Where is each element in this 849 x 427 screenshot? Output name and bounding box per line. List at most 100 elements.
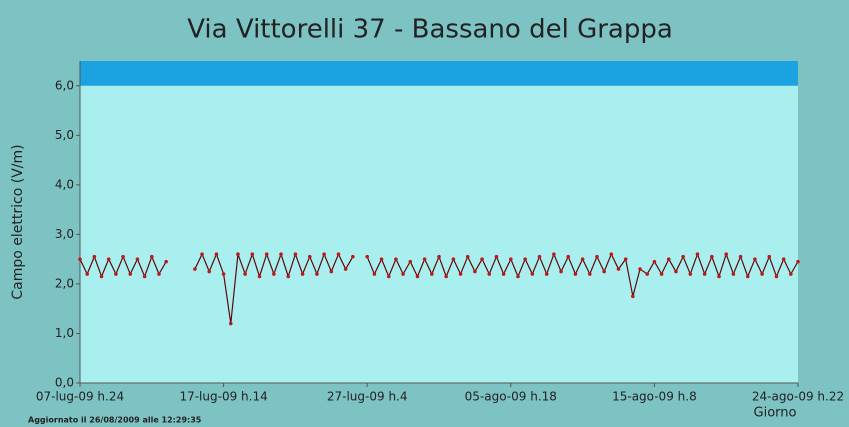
data-point — [760, 272, 764, 276]
data-point — [466, 255, 470, 259]
data-point — [696, 252, 700, 256]
data-point — [574, 272, 578, 276]
data-point — [107, 257, 111, 261]
data-point — [739, 255, 743, 259]
data-point — [638, 267, 642, 271]
data-point — [473, 270, 477, 274]
data-point — [200, 252, 204, 256]
plot-area — [80, 61, 798, 383]
data-point — [243, 272, 247, 276]
data-point — [645, 272, 649, 276]
data-point — [380, 257, 384, 261]
data-point — [215, 252, 219, 256]
data-point — [229, 322, 233, 326]
data-point — [114, 272, 118, 276]
data-point — [265, 252, 269, 256]
data-point — [717, 275, 721, 279]
data-point — [710, 255, 714, 259]
data-point — [128, 272, 132, 276]
data-point — [703, 272, 707, 276]
y-tick-label: 6,0 — [55, 78, 74, 92]
x-tick-label: 24-ago-09 h.22 — [752, 390, 844, 404]
y-tick-label: 1,0 — [55, 326, 74, 340]
data-point — [136, 257, 140, 261]
data-point — [531, 272, 535, 276]
data-point — [653, 260, 657, 264]
data-point — [545, 272, 549, 276]
data-point — [308, 255, 312, 259]
data-point — [78, 257, 82, 261]
data-point — [495, 255, 499, 259]
data-point — [416, 275, 420, 279]
data-point — [373, 272, 377, 276]
data-point — [552, 252, 556, 256]
data-point — [509, 257, 513, 261]
data-point — [660, 272, 664, 276]
data-point — [595, 255, 599, 259]
y-tick-label: 0,0 — [55, 376, 74, 390]
data-point — [681, 255, 685, 259]
data-point — [782, 257, 786, 261]
chart-title: Via Vittorelli 37 - Bassano del Grappa — [187, 15, 673, 45]
data-point — [502, 272, 506, 276]
data-point — [286, 275, 290, 279]
data-point — [775, 275, 779, 279]
data-point — [724, 252, 728, 256]
data-point — [85, 272, 89, 276]
data-point — [164, 260, 168, 264]
x-axis-label: Giorno — [754, 406, 797, 421]
data-point — [330, 270, 334, 274]
data-point — [93, 255, 97, 259]
data-point — [624, 257, 628, 261]
x-tick-label: 27-lug-09 h.4 — [327, 390, 408, 404]
data-point — [279, 252, 283, 256]
data-point — [523, 257, 527, 261]
data-point — [251, 252, 255, 256]
data-point — [121, 255, 125, 259]
data-point — [753, 257, 757, 261]
x-tick-label: 17-lug-09 h.14 — [179, 390, 267, 404]
data-point — [667, 257, 671, 261]
data-point — [401, 272, 405, 276]
data-point — [631, 295, 635, 299]
data-point — [444, 275, 448, 279]
chart: Via Vittorelli 37 - Bassano del Grappa C… — [0, 0, 849, 427]
data-point — [272, 272, 276, 276]
data-point — [559, 270, 563, 274]
data-point — [796, 260, 800, 264]
data-point — [294, 252, 298, 256]
data-point — [789, 272, 793, 276]
data-point — [437, 255, 441, 259]
data-point — [207, 270, 211, 274]
data-point — [322, 252, 326, 256]
data-point — [150, 255, 154, 259]
data-point — [258, 275, 262, 279]
data-point — [588, 272, 592, 276]
data-point — [452, 257, 456, 261]
data-point — [480, 257, 484, 261]
y-tick-label: 3,0 — [55, 227, 74, 241]
data-point — [408, 260, 412, 264]
data-point — [143, 275, 147, 279]
y-axis-label: Campo elettrico (V/m) — [10, 144, 26, 299]
data-point — [610, 252, 614, 256]
data-point — [315, 272, 319, 276]
y-tick-label: 5,0 — [55, 128, 74, 142]
x-tick-label: 07-lug-09 h.24 — [36, 390, 124, 404]
data-point — [387, 275, 391, 279]
footer: Aggiornato il 26/08/2009 alle 12:29:35 — [28, 416, 202, 425]
data-point — [394, 257, 398, 261]
data-point — [100, 275, 104, 279]
data-point — [566, 255, 570, 259]
data-point — [487, 272, 491, 276]
data-point — [674, 270, 678, 274]
data-point — [157, 272, 161, 276]
data-point — [222, 272, 226, 276]
data-point — [351, 255, 355, 259]
data-point — [365, 255, 369, 259]
data-point — [430, 272, 434, 276]
data-point — [746, 275, 750, 279]
data-point — [193, 267, 197, 271]
data-point — [423, 257, 427, 261]
data-point — [767, 255, 771, 259]
